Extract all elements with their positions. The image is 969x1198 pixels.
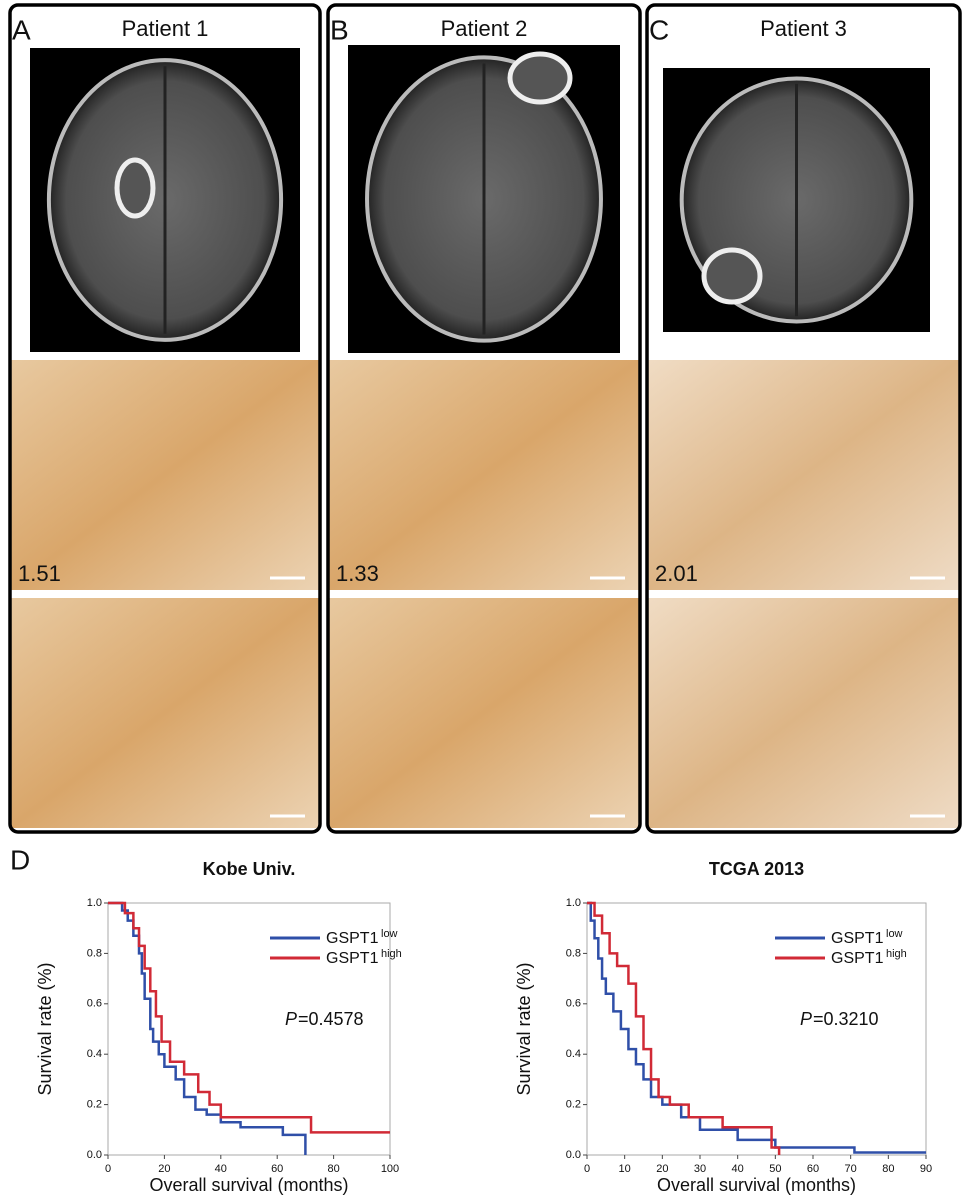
y-tick-label: 0.4 bbox=[566, 1048, 581, 1060]
x-axis-label: Overall survival (months) bbox=[657, 1175, 856, 1195]
x-tick-label: 70 bbox=[845, 1163, 857, 1175]
survival-curve bbox=[108, 901, 390, 1134]
legend-label: GSPT1 bbox=[326, 930, 379, 947]
x-tick-label: 90 bbox=[920, 1163, 932, 1175]
histology-image bbox=[10, 598, 320, 828]
x-tick-label: 100 bbox=[381, 1163, 399, 1175]
x-tick-label: 40 bbox=[215, 1163, 227, 1175]
histology-image bbox=[647, 360, 960, 590]
panel-box bbox=[326, 3, 642, 834]
staining-score: 1.51 bbox=[18, 561, 61, 586]
y-axis-label: Survival rate (%) bbox=[514, 962, 534, 1095]
staining-score: 1.33 bbox=[336, 561, 379, 586]
survival-curve bbox=[587, 901, 781, 1155]
legend-superscript: high bbox=[886, 948, 907, 960]
y-tick-label: 0.2 bbox=[566, 1099, 581, 1111]
panel-label: A bbox=[12, 14, 31, 45]
panel-title: Patient 3 bbox=[760, 16, 847, 41]
p-value: =0.3210 bbox=[813, 1009, 879, 1029]
panel-label: D bbox=[10, 844, 30, 875]
x-tick-label: 20 bbox=[656, 1163, 668, 1175]
x-tick-label: 40 bbox=[732, 1163, 744, 1175]
y-tick-label: 0.6 bbox=[87, 998, 102, 1010]
histology-image bbox=[328, 598, 640, 828]
x-tick-label: 10 bbox=[619, 1163, 631, 1175]
x-tick-label: 0 bbox=[105, 1163, 111, 1175]
x-tick-label: 50 bbox=[769, 1163, 781, 1175]
y-tick-label: 0.4 bbox=[87, 1048, 102, 1060]
legend-label: GSPT1 bbox=[831, 930, 884, 947]
x-tick-label: 60 bbox=[807, 1163, 819, 1175]
panel-label: B bbox=[330, 14, 349, 45]
legend-superscript: low bbox=[886, 928, 903, 940]
panel-label: C bbox=[649, 14, 669, 45]
y-tick-label: 0.0 bbox=[566, 1149, 581, 1161]
x-tick-label: 30 bbox=[694, 1163, 706, 1175]
y-tick-label: 0.8 bbox=[566, 947, 581, 959]
p-label: P bbox=[800, 1009, 812, 1029]
legend-label: GSPT1 bbox=[831, 950, 884, 967]
histology-image bbox=[647, 598, 960, 828]
plot-frame bbox=[107, 902, 391, 1156]
mri-lesion bbox=[114, 157, 156, 219]
y-tick-label: 1.0 bbox=[566, 897, 581, 909]
legend-superscript: high bbox=[381, 948, 402, 960]
legend-superscript: low bbox=[381, 928, 398, 940]
x-tick-label: 20 bbox=[158, 1163, 170, 1175]
x-tick-label: 80 bbox=[327, 1163, 339, 1175]
x-axis-label: Overall survival (months) bbox=[149, 1175, 348, 1195]
x-tick-label: 60 bbox=[271, 1163, 283, 1175]
p-label: P bbox=[285, 1009, 297, 1029]
y-tick-label: 0.2 bbox=[87, 1099, 102, 1111]
y-tick-label: 0.0 bbox=[87, 1149, 102, 1161]
p-value: =0.4578 bbox=[298, 1009, 364, 1029]
histology-image bbox=[10, 360, 320, 590]
y-axis-label: Survival rate (%) bbox=[35, 962, 55, 1095]
chart-title: Kobe Univ. bbox=[203, 859, 296, 879]
mri-lesion bbox=[507, 51, 573, 105]
panel-title: Patient 2 bbox=[441, 16, 528, 41]
mri-lesion bbox=[701, 247, 763, 305]
y-tick-label: 0.6 bbox=[566, 998, 581, 1010]
plot-frame bbox=[586, 902, 927, 1156]
histology-image bbox=[328, 360, 640, 590]
chart-title: TCGA 2013 bbox=[709, 859, 804, 879]
y-tick-label: 0.8 bbox=[87, 947, 102, 959]
survival-curve bbox=[587, 901, 926, 1154]
x-tick-label: 0 bbox=[584, 1163, 590, 1175]
legend-label: GSPT1 bbox=[326, 950, 379, 967]
staining-score: 2.01 bbox=[655, 561, 698, 586]
y-tick-label: 1.0 bbox=[87, 897, 102, 909]
x-tick-label: 80 bbox=[882, 1163, 894, 1175]
survival-curve bbox=[108, 901, 307, 1155]
panel-box bbox=[645, 3, 962, 834]
panel-box bbox=[8, 3, 322, 834]
panel-title: Patient 1 bbox=[122, 16, 209, 41]
